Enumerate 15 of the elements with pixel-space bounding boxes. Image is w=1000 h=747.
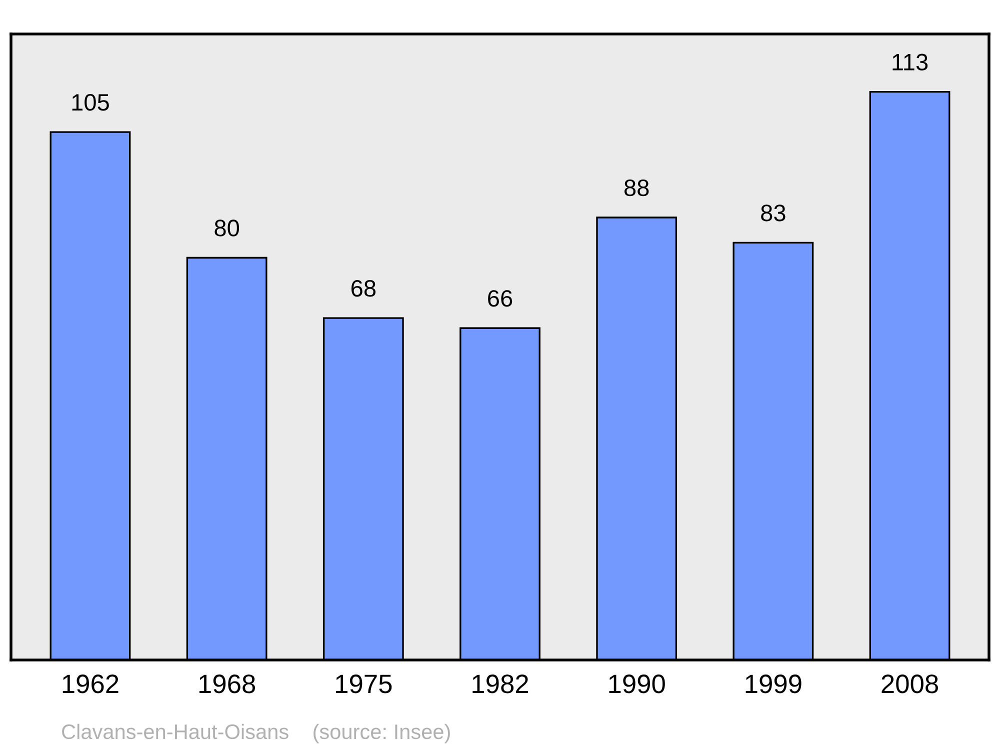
data-label: 80 bbox=[214, 220, 240, 236]
data-label: 105 bbox=[72, 94, 109, 111]
data-label: 68 bbox=[351, 280, 376, 297]
x-tick-label: 1968 bbox=[199, 674, 256, 694]
data-label: 88 bbox=[624, 179, 649, 196]
x-tick-label: 1962 bbox=[62, 674, 118, 694]
x-tick-label: 1999 bbox=[746, 674, 802, 694]
data-label: 83 bbox=[761, 204, 786, 222]
data-label: 113 bbox=[892, 54, 928, 70]
data-label: 66 bbox=[488, 290, 512, 307]
x-tick-label: 1975 bbox=[336, 674, 392, 694]
x-tick-label: 2008 bbox=[882, 674, 938, 694]
text: Clavans-en-Haut-Oisans (source: Insee) bbox=[62, 724, 450, 744]
x-tick-label: 1990 bbox=[609, 674, 665, 694]
x-tick-label: 1982 bbox=[472, 674, 528, 694]
